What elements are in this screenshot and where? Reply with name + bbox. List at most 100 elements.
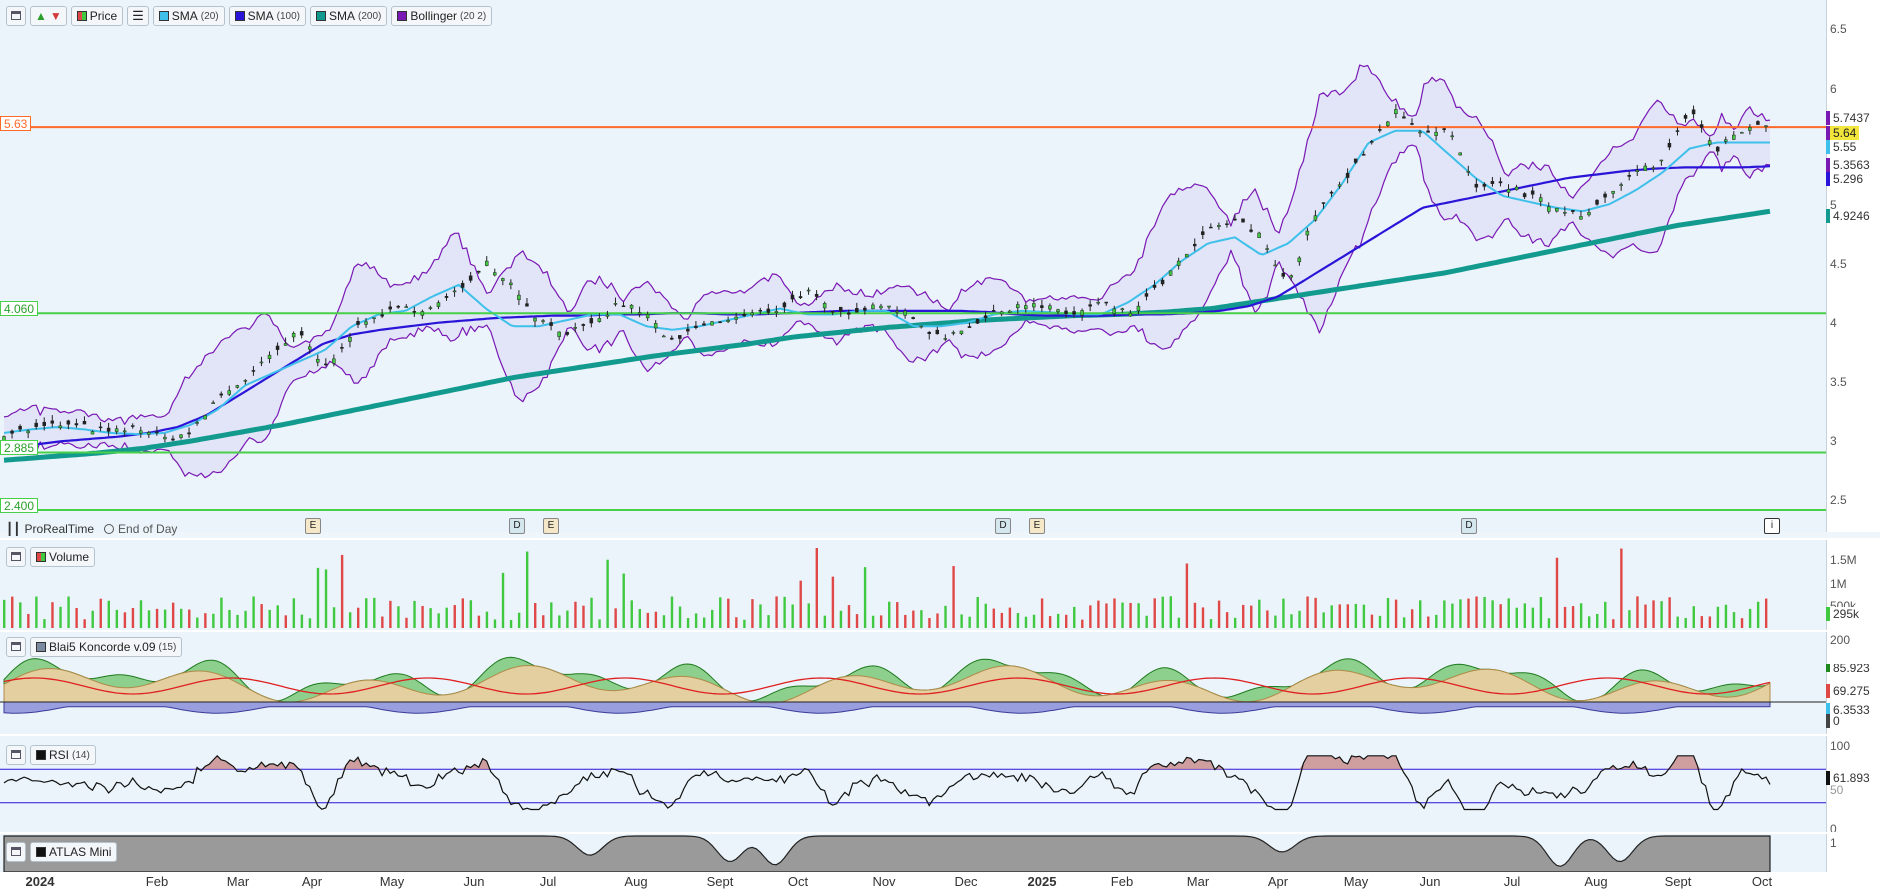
atlas-button[interactable]: ATLAS Mini xyxy=(30,842,118,862)
candle-body xyxy=(927,331,931,335)
candle-body xyxy=(122,430,127,433)
volume-bar xyxy=(807,603,810,628)
volume-bar xyxy=(1579,603,1583,628)
window-icon[interactable] xyxy=(6,745,26,765)
atlas-label: ATLAS Mini xyxy=(49,845,112,859)
candle-body xyxy=(975,318,980,324)
volume-bar xyxy=(1274,615,1277,628)
sma-20-name: SMA xyxy=(171,9,198,23)
volume-bar xyxy=(719,597,722,628)
sma-200-button[interactable]: SMA (200) xyxy=(309,6,388,26)
info-event-marker[interactable]: i xyxy=(1764,518,1780,534)
earnings-event-marker[interactable]: E xyxy=(1029,518,1045,534)
candle-body xyxy=(525,303,529,307)
volume-bar xyxy=(525,551,529,628)
volume-bar xyxy=(912,610,915,628)
window-icon[interactable] xyxy=(6,637,26,657)
eod-radio-icon[interactable] xyxy=(104,524,115,534)
candle-body xyxy=(179,434,183,438)
candle-body xyxy=(82,421,87,425)
earnings-event-marker[interactable]: E xyxy=(305,518,321,534)
volume-bar xyxy=(1177,617,1181,628)
price-tick: 3 xyxy=(1830,434,1837,448)
dividend-event-marker[interactable]: D xyxy=(995,518,1011,534)
volume-bar xyxy=(340,554,344,628)
candle-body xyxy=(1297,257,1302,263)
volume-bar xyxy=(1330,605,1333,628)
candle-body xyxy=(412,311,417,313)
volume-bar xyxy=(212,613,215,628)
volume-bar xyxy=(670,596,674,628)
volume-bar xyxy=(646,612,650,628)
last-value-sma-200: 4.9246 xyxy=(1826,209,1873,223)
window-icon[interactable] xyxy=(6,6,26,26)
koncorde-button[interactable]: Blai5 Koncorde v.09 (15) xyxy=(30,637,183,657)
candle-body xyxy=(1184,253,1189,258)
bollinger-param: (20 2) xyxy=(460,10,487,22)
candle-body xyxy=(251,370,256,372)
dividend-event-marker[interactable]: D xyxy=(509,518,525,534)
candle-body xyxy=(1587,212,1591,216)
volume-bar xyxy=(1250,605,1253,628)
status-line: ┃┃ ProRealTime End of Day xyxy=(6,522,177,536)
volume-bar xyxy=(35,596,38,628)
volume-button[interactable]: Volume xyxy=(30,547,96,567)
arrow-up-icon: ▲ xyxy=(35,9,47,23)
volume-bar xyxy=(1225,612,1229,628)
up-down-arrows-button[interactable]: ▲ ▼ xyxy=(30,6,67,26)
candle-body xyxy=(1595,199,1599,205)
volume-bar xyxy=(944,605,947,628)
candle-body xyxy=(10,430,14,434)
candle-body xyxy=(911,317,915,319)
candle-body xyxy=(1611,190,1615,194)
candle-body xyxy=(332,358,336,364)
dividend-event-marker[interactable]: D xyxy=(1461,518,1477,534)
volume-bar xyxy=(727,598,730,628)
volume-bar xyxy=(534,602,537,628)
volume-bar xyxy=(550,602,553,628)
volume-bar xyxy=(332,607,336,628)
sma-100-button[interactable]: SMA (100) xyxy=(228,6,306,26)
candle-body xyxy=(1233,218,1237,221)
candle-body xyxy=(1176,260,1181,266)
koncorde-toolbar: Blai5 Koncorde v.09 (15) xyxy=(6,637,183,657)
volume-bar xyxy=(1539,597,1543,628)
bollinger-lower-line xyxy=(3,144,1771,479)
volume-bar xyxy=(1354,603,1358,628)
indicator-list-button[interactable]: ☰ xyxy=(127,6,149,26)
volume-bar xyxy=(759,604,762,628)
candle-body xyxy=(1104,301,1108,304)
window-icon[interactable] xyxy=(6,547,26,567)
x-axis-label: Dec xyxy=(954,874,978,889)
candle-body xyxy=(1144,293,1149,297)
candle-body xyxy=(822,303,827,309)
window-icon[interactable] xyxy=(6,842,26,862)
volume-bar xyxy=(630,600,633,628)
volume-bar xyxy=(1443,600,1446,628)
candle-body xyxy=(1321,202,1326,204)
rsi-param: (14) xyxy=(72,749,90,761)
candle-body xyxy=(943,338,948,340)
price-swatch-icon xyxy=(76,11,87,21)
rsi-button[interactable]: RSI (14) xyxy=(30,745,96,765)
price-button[interactable]: Price xyxy=(70,6,124,26)
candle-body xyxy=(855,308,859,313)
last-value-bollinger-lower: 5.3563 xyxy=(1826,158,1873,172)
volume-bar xyxy=(1684,617,1687,628)
volume-bar xyxy=(992,608,996,628)
sma-20-button[interactable]: SMA (20) xyxy=(152,6,225,26)
earnings-event-marker[interactable]: E xyxy=(543,518,559,534)
candlestick-icon: ┃┃ xyxy=(6,522,21,536)
volume-bar xyxy=(582,605,585,628)
candle-body xyxy=(1764,125,1768,127)
volume-bar xyxy=(1652,600,1655,628)
volume-bar xyxy=(348,612,352,628)
candle-body xyxy=(1281,273,1285,277)
candle-body xyxy=(637,312,642,315)
list-icon: ☰ xyxy=(132,8,144,23)
candle-body xyxy=(1088,304,1092,307)
candle-body xyxy=(798,296,803,299)
provider-label: ProRealTime xyxy=(24,522,95,536)
bollinger-button[interactable]: Bollinger (20 2) xyxy=(391,6,493,26)
candle-body xyxy=(967,326,972,328)
